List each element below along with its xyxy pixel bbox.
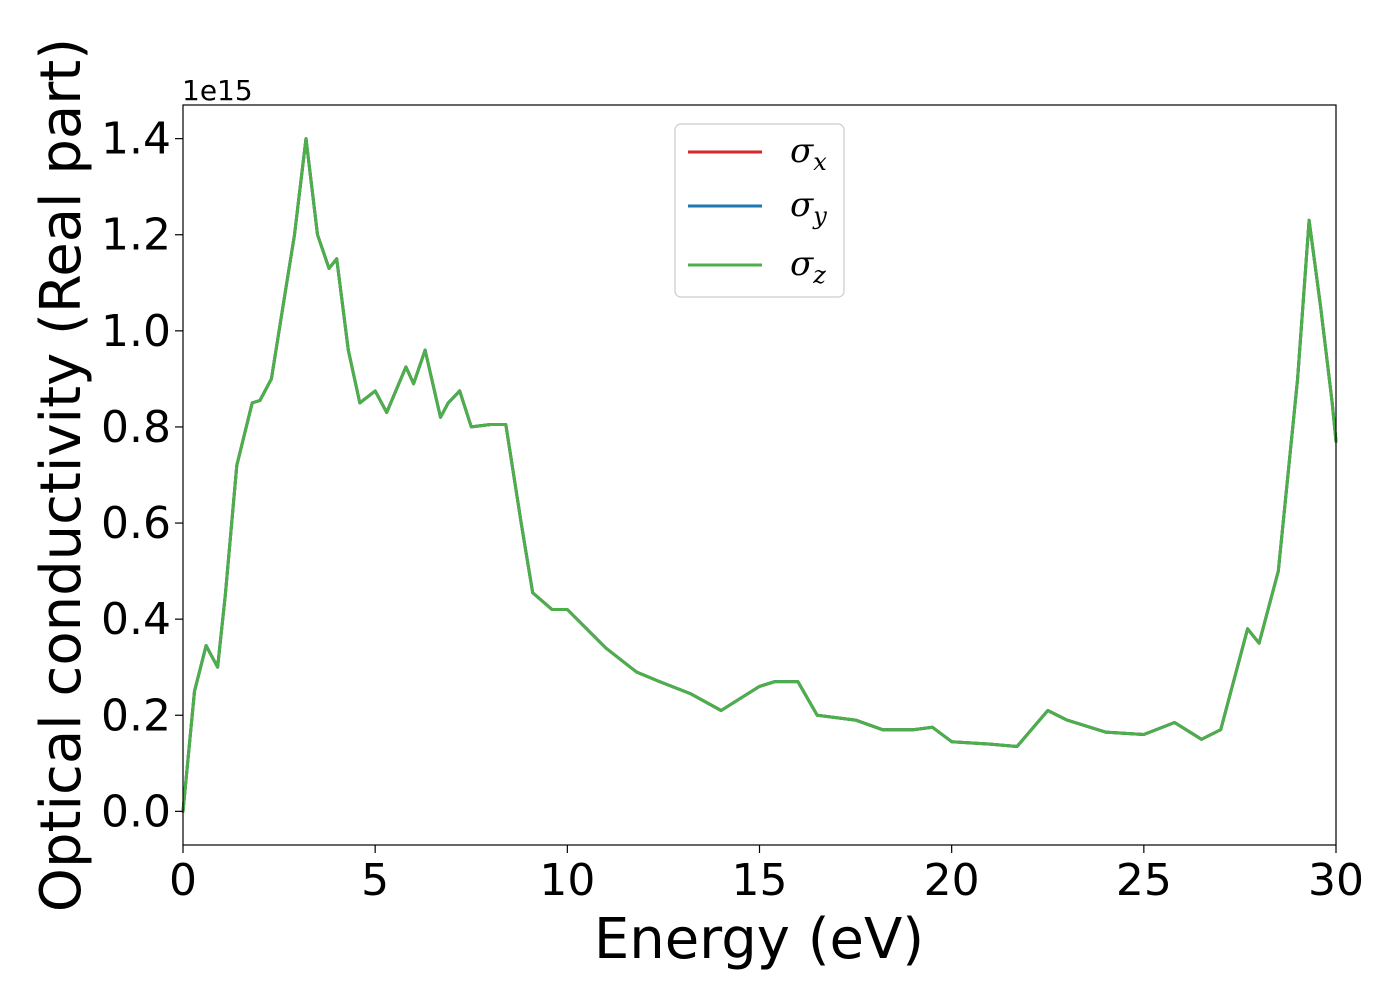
x-tick-label: 30 <box>1308 855 1364 906</box>
y-tick-label: 0.6 <box>101 498 171 549</box>
y-tick-label: 1.0 <box>101 306 171 357</box>
plot-area <box>181 137 1338 813</box>
series-line-z <box>181 137 1338 813</box>
legend-label-x: σx <box>790 131 827 176</box>
legend-label-y: σy <box>790 185 827 230</box>
y-tick-label: 1.4 <box>101 114 171 165</box>
y-tick-label: 0.4 <box>101 594 171 645</box>
x-tick-label: 20 <box>924 855 980 906</box>
y-tick-label: 0.0 <box>101 786 171 837</box>
legend: σx σy σz <box>674 123 845 298</box>
y-tick-label: 1.2 <box>101 210 171 261</box>
x-axis-title: Energy (eV) <box>594 907 924 972</box>
x-tick-label: 15 <box>732 855 788 906</box>
y-tick-label: 0.8 <box>101 402 171 453</box>
y-offset-label: 1e15 <box>182 74 253 107</box>
legend-box <box>674 123 845 298</box>
x-tick-label: 10 <box>539 855 595 906</box>
y-axis: 0.0 0.2 0.4 0.6 0.8 1.0 1.2 1.4 <box>101 114 183 837</box>
x-tick-label: 0 <box>169 855 197 906</box>
y-axis-title: Optical conductivity (Real part) <box>29 38 94 912</box>
y-tick-label: 0.2 <box>101 690 171 741</box>
x-axis: 0 5 10 15 20 25 30 <box>169 845 1364 906</box>
x-tick-label: 5 <box>361 855 389 906</box>
x-tick-label: 25 <box>1116 855 1172 906</box>
legend-label-z: σz <box>790 244 826 289</box>
